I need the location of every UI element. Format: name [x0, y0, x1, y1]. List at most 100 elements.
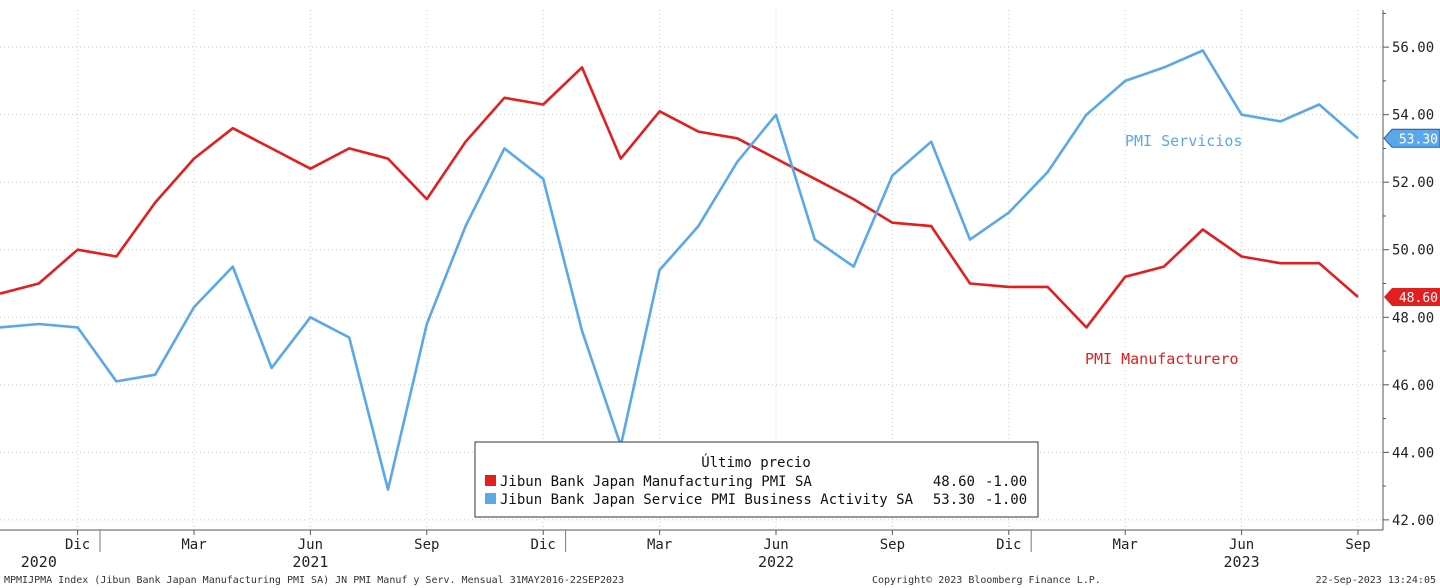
legend-swatch-manufacturing — [485, 475, 496, 486]
series-line-manufacturing — [0, 66, 1359, 329]
point-manufacturing — [115, 255, 117, 257]
point-services — [736, 161, 738, 163]
last-badge-services: 53.30 — [1383, 128, 1440, 148]
y-tick-label: 44.00 — [1392, 445, 1434, 461]
point-services — [76, 326, 78, 328]
point-services — [1357, 137, 1359, 139]
footer-timestamp: 22-Sep-2023 13:24:05 — [1316, 575, 1436, 586]
footer-copyright: Copyright© 2023 Bloomberg Finance L.P. — [872, 575, 1101, 586]
point-manufacturing — [542, 103, 544, 105]
point-manufacturing — [348, 147, 350, 149]
year-label: 2022 — [758, 553, 794, 571]
year-label: 2023 — [1224, 553, 1260, 571]
legend-change-manufacturing: -1.00 — [985, 474, 1027, 490]
y-tick-label: 50.00 — [1392, 243, 1434, 259]
point-manufacturing — [1085, 326, 1087, 328]
x-tick-label: Jun — [298, 537, 323, 553]
point-manufacturing — [232, 127, 234, 129]
point-manufacturing — [736, 137, 738, 139]
point-services — [115, 380, 117, 382]
series-line-services — [0, 49, 1359, 491]
point-manufacturing — [1318, 262, 1320, 264]
year-label: 2020 — [21, 553, 57, 571]
point-manufacturing — [1046, 286, 1048, 288]
point-manufacturing — [38, 282, 40, 284]
point-services — [581, 330, 583, 332]
point-services — [969, 238, 971, 240]
point-services — [426, 323, 428, 325]
legend-label-services: Jibun Bank Japan Service PMI Business Ac… — [500, 492, 914, 508]
badge-value: 48.60 — [1399, 291, 1438, 306]
point-manufacturing — [387, 157, 389, 159]
point-services — [1124, 80, 1126, 82]
point-manufacturing — [193, 157, 195, 159]
point-services — [542, 178, 544, 180]
badge-shape — [1383, 128, 1440, 148]
point-manufacturing — [270, 147, 272, 149]
footer-source: MPMIJPMA Index (Jibun Bank Japan Manufac… — [4, 575, 624, 586]
point-services — [697, 225, 699, 227]
point-services — [464, 225, 466, 227]
x-tick-label: Dic — [65, 537, 90, 553]
point-manufacturing — [969, 282, 971, 284]
annotation-manufacturero: PMI Manufacturero — [1085, 350, 1239, 368]
point-services — [1240, 114, 1242, 116]
point-manufacturing — [1124, 276, 1126, 278]
legend-label-manufacturing: Jibun Bank Japan Manufacturing PMI SA — [500, 474, 812, 490]
point-manufacturing — [658, 110, 660, 112]
y-tick-label: 48.00 — [1392, 310, 1434, 326]
series-annotations: PMI Servicios PMI Manufacturero — [1085, 132, 1242, 368]
point-manufacturing — [464, 141, 466, 143]
point-services — [503, 147, 505, 149]
series-lines — [0, 49, 1359, 491]
point-manufacturing — [814, 178, 816, 180]
legend-box — [474, 441, 1039, 518]
point-manufacturing — [697, 130, 699, 132]
year-label: 2021 — [292, 553, 328, 571]
point-services — [930, 141, 932, 143]
legend-last-manufacturing: 48.60 — [933, 474, 975, 490]
point-manufacturing — [154, 201, 156, 203]
x-tick-label: Sep — [880, 537, 905, 553]
point-services — [814, 238, 816, 240]
point-manufacturing — [620, 157, 622, 159]
y-tick-label: 56.00 — [1392, 40, 1434, 56]
last-badge-manufacturing: 48.60 — [1384, 288, 1440, 307]
point-manufacturing — [852, 198, 854, 200]
point-manufacturing — [1240, 255, 1242, 257]
point-manufacturing — [775, 157, 777, 159]
point-services — [38, 323, 40, 325]
point-services — [1046, 171, 1048, 173]
point-services — [1163, 66, 1165, 68]
y-axis: 42.00 44.00 46.00 48.00 50.00 52.00 54.00 56.00 — [1382, 10, 1434, 530]
point-services — [232, 265, 234, 267]
point-manufacturing — [1357, 296, 1359, 298]
point-services — [154, 374, 156, 376]
point-manufacturing — [503, 97, 505, 99]
legend-last-services: 53.30 — [933, 492, 975, 508]
legend: Último precio Jibun Bank Japan Manufactu… — [474, 441, 1039, 518]
x-tick-label: Dic — [996, 537, 1021, 553]
y-tick-label: 46.00 — [1392, 378, 1434, 394]
point-manufacturing — [1163, 265, 1165, 267]
point-services — [891, 174, 893, 176]
point-manufacturing — [76, 249, 78, 251]
point-manufacturing — [581, 66, 583, 68]
y-tick-label: 42.00 — [1392, 513, 1434, 529]
point-services — [348, 336, 350, 338]
point-services — [1085, 114, 1087, 116]
point-manufacturing — [309, 168, 311, 170]
x-tick-label: Jun — [763, 537, 788, 553]
annotation-servicios: PMI Servicios — [1125, 132, 1242, 150]
point-manufacturing — [1279, 262, 1281, 264]
legend-swatch-services — [485, 493, 496, 504]
legend-title: Último precio — [701, 453, 811, 471]
point-services — [775, 114, 777, 116]
point-services — [193, 306, 195, 308]
point-services — [1202, 49, 1204, 51]
x-tick-label: Mar — [647, 537, 672, 553]
x-tick-label: Sep — [1345, 537, 1370, 553]
legend-change-services: -1.00 — [985, 492, 1027, 508]
point-services — [852, 265, 854, 267]
